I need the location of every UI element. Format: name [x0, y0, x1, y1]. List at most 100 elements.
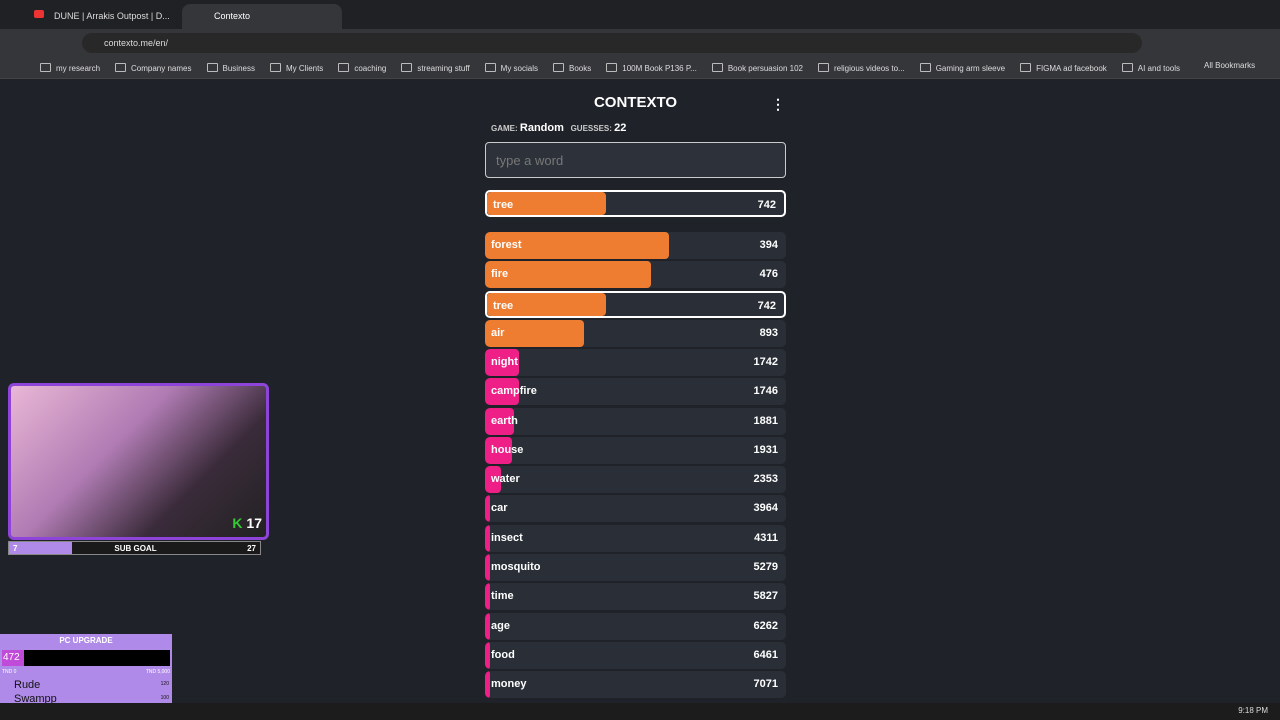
stats: GAME: Random GUESSES: 22 — [491, 122, 626, 134]
guess-bar — [485, 261, 652, 289]
guess-word: insect — [491, 531, 523, 544]
guess-word: mosquito — [491, 560, 541, 573]
all-bookmarks[interactable]: All Bookmarks — [1204, 61, 1256, 70]
guess-row: tree 742 — [485, 290, 786, 318]
guess-rank: 394 — [759, 239, 778, 251]
guess-word: tree — [493, 199, 514, 211]
bookmark[interactable]: religious videos to... — [818, 63, 905, 73]
tab-active[interactable]: Contexto — [182, 4, 342, 29]
game-label: GAME: — [491, 124, 518, 133]
bookmarks-bar: my research Company names Business My Clien… — [0, 57, 1280, 79]
guess-row: food 6461 — [485, 641, 786, 669]
bookmark[interactable]: Company names — [115, 63, 191, 73]
guess-rank: 7071 — [753, 678, 778, 691]
donor-name: Swampp — [14, 693, 57, 705]
guess-bar — [485, 524, 490, 552]
guess-bar — [485, 641, 490, 669]
guess-row: money 7071 — [485, 671, 786, 699]
pc-title: PC UPGRADE — [59, 636, 113, 645]
guess-row: forest 394 — [485, 232, 786, 259]
guess-row: campfire 1746 — [485, 378, 786, 406]
guess-word: campfire — [491, 385, 537, 398]
guess-row: mosquito 5279 — [485, 553, 786, 581]
bookmark[interactable]: my research — [40, 63, 100, 73]
cam-badge: K 17 — [232, 515, 262, 531]
guess-rank: 1881 — [753, 414, 778, 427]
guess-rank: 2353 — [753, 473, 778, 486]
cam-badge-num: 17 — [246, 515, 262, 531]
goal-target: 27 — [247, 544, 256, 553]
guess-row: age 6262 — [485, 612, 786, 640]
donor-amount: 120 — [160, 681, 169, 687]
guess-row: night 1742 — [485, 349, 786, 377]
guess-rank: 742 — [757, 299, 776, 312]
bookmark[interactable]: My socials — [485, 63, 538, 73]
guess-word: tree — [493, 299, 514, 312]
guess-word: earth — [491, 414, 518, 427]
guess-word: car — [491, 502, 508, 515]
guess-bar — [485, 319, 584, 347]
tab[interactable]: DUNE | Arrakis Outpost | D... — [54, 11, 170, 21]
donor-name: Rude — [14, 679, 41, 691]
guess-rank: 476 — [759, 268, 778, 281]
bookmark[interactable]: Books — [553, 63, 591, 73]
guess-rank: 6262 — [753, 619, 778, 632]
guess-bar — [485, 349, 520, 377]
guess-word: night — [491, 356, 518, 369]
guess-rank: 1746 — [753, 385, 778, 398]
guess-rank: 1742 — [753, 356, 778, 369]
clock: 9:18 PM — [1238, 706, 1268, 715]
guesses-label: GUESSES: — [570, 124, 612, 133]
pc-bar: 472 — [2, 650, 170, 666]
guess-row: water 2353 — [485, 466, 786, 494]
guess-word: water — [491, 473, 520, 486]
guess-rank: 5827 — [753, 590, 778, 603]
bookmark[interactable]: 100M Book P136 P... — [606, 63, 697, 73]
bookmark[interactable]: FIGMA ad facebook — [1020, 63, 1107, 73]
guess-bar — [485, 612, 490, 640]
guess-rank: 3964 — [753, 502, 778, 515]
guess-row: insect 4311 — [485, 524, 786, 552]
webcam: K 17 — [8, 383, 269, 540]
guess-word: money — [491, 678, 527, 691]
guess-row: house 1931 — [485, 436, 786, 464]
pc-end: TND 5,000 — [145, 669, 170, 675]
game-value: Random — [519, 122, 564, 134]
guess-rank: 742 — [757, 199, 776, 211]
menu-icon[interactable]: ⋮ — [771, 96, 785, 112]
guess-row: car 3964 — [485, 495, 786, 523]
guess-bar — [485, 553, 490, 581]
guess-row: time 5827 — [485, 583, 786, 611]
bookmark[interactable]: streaming stuff — [401, 63, 469, 73]
guess-bar — [485, 583, 490, 611]
guess-bar — [485, 232, 669, 259]
guess-rank: 6461 — [753, 648, 778, 661]
guess-row: fire 476 — [485, 261, 786, 289]
bookmark[interactable]: My Clients — [270, 63, 323, 73]
bookmark[interactable]: AI and tools — [1122, 63, 1180, 73]
guess-rank: 1931 — [753, 443, 778, 456]
guess-word: air — [491, 326, 505, 339]
guess-word: forest — [491, 239, 522, 251]
word-input[interactable]: type a word — [485, 142, 786, 178]
guess-bar — [485, 407, 514, 435]
guess-word: age — [491, 619, 510, 632]
bookmark[interactable]: Book persuasion 102 — [712, 63, 803, 73]
guess-word: fire — [491, 268, 509, 281]
pc-start: TND 0 — [2, 669, 17, 675]
guesses-value: 22 — [614, 122, 627, 134]
address-bar[interactable]: contexto.me/en/ — [82, 33, 1142, 53]
bookmark[interactable]: Gaming arm sleeve — [920, 63, 1005, 73]
guess-bar — [485, 466, 501, 494]
goal-current: 7 — [9, 542, 72, 554]
guess-rank: 893 — [759, 326, 778, 339]
guess-bar — [487, 292, 607, 316]
tab-bar: DUNE | Arrakis Outpost | D... Contexto — [0, 0, 1280, 29]
bookmark[interactable]: coaching — [338, 63, 386, 73]
sub-goal: 7 SUB GOAL 27 — [8, 541, 261, 555]
guess-word: food — [491, 648, 515, 661]
bookmark[interactable]: Business — [207, 63, 255, 73]
guess-bar — [485, 436, 512, 464]
title: CONTEXTO — [593, 94, 678, 111]
